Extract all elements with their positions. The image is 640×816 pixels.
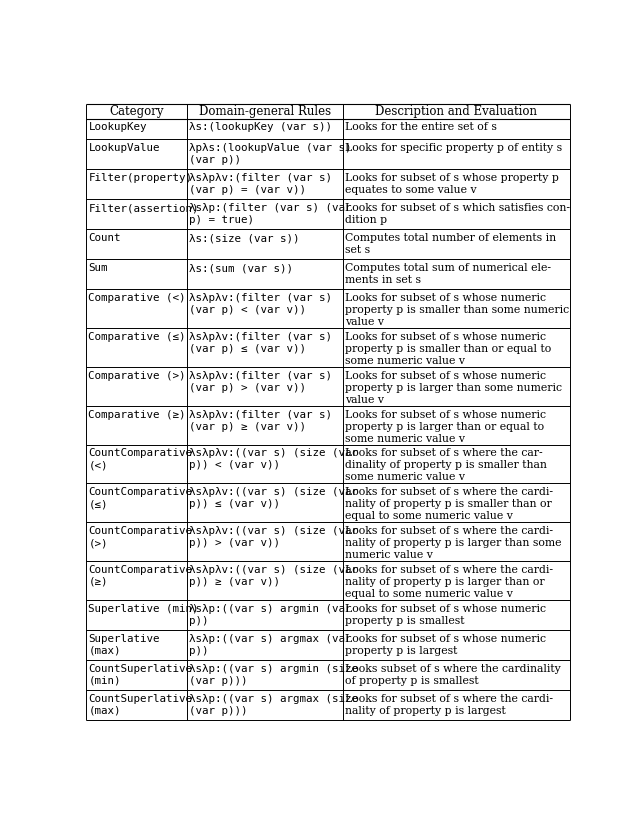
Text: Comparative (≥): Comparative (≥) — [88, 410, 186, 419]
Text: λpλs:(lookupValue (var s)
(var p)): λpλs:(lookupValue (var s) (var p)) — [189, 143, 351, 165]
Text: CountComparative
(>): CountComparative (>) — [88, 526, 193, 548]
Text: Description and Evaluation: Description and Evaluation — [376, 105, 538, 118]
Text: λsλp:((var s) argmax (var
p)): λsλp:((var s) argmax (var p)) — [189, 634, 351, 656]
Text: λsλpλv:(filter (var s)
(var p) ≥ (var v)): λsλpλv:(filter (var s) (var p) ≥ (var v)… — [189, 410, 332, 432]
Text: Looks for subset of s whose property p
equates to some value v: Looks for subset of s whose property p e… — [346, 173, 559, 195]
Text: Looks for subset of s where the cardi-
nality of property p is larger than or
eq: Looks for subset of s where the cardi- n… — [346, 565, 554, 599]
Text: Comparative (<): Comparative (<) — [88, 293, 186, 304]
Text: λsλp:((var s) argmax (size
(var p))): λsλp:((var s) argmax (size (var p))) — [189, 694, 358, 716]
Text: Superlative
(max): Superlative (max) — [88, 634, 160, 656]
Text: Looks for subset of s whose numeric
property p is smaller than some numeric
valu: Looks for subset of s whose numeric prop… — [346, 293, 570, 327]
Text: λsλp:(filter (var s) (var
p) = true): λsλp:(filter (var s) (var p) = true) — [189, 203, 351, 225]
Text: Looks for subset of s where the cardi-
nality of property p is smaller than or
e: Looks for subset of s where the cardi- n… — [346, 487, 554, 521]
Text: Looks subset of s where the cardinality
of property p is smallest: Looks subset of s where the cardinality … — [346, 663, 561, 685]
Text: Count: Count — [88, 233, 121, 243]
Text: Comparative (>): Comparative (>) — [88, 370, 186, 381]
Text: Looks for the entire set of s: Looks for the entire set of s — [346, 122, 497, 132]
Text: Category: Category — [109, 105, 164, 118]
Text: λsλpλv:(filter (var s)
(var p) < (var v)): λsλpλv:(filter (var s) (var p) < (var v)… — [189, 293, 332, 315]
Text: Sum: Sum — [88, 264, 108, 273]
Text: λsλpλv:((var s) (size (var
p)) > (var v)): λsλpλv:((var s) (size (var p)) > (var v)… — [189, 526, 358, 548]
Text: Looks for subset of s whose numeric
property p is smallest: Looks for subset of s whose numeric prop… — [346, 604, 547, 626]
Text: Computes total sum of numerical ele-
ments in set s: Computes total sum of numerical ele- men… — [346, 264, 552, 286]
Text: Superlative (min): Superlative (min) — [88, 604, 199, 614]
Text: CountComparative
(≥): CountComparative (≥) — [88, 565, 193, 587]
Text: λs:(sum (var s)): λs:(sum (var s)) — [189, 264, 293, 273]
Text: λsλpλv:(filter (var s)
(var p) ≤ (var v)): λsλpλv:(filter (var s) (var p) ≤ (var v)… — [189, 332, 332, 354]
Text: λs:(lookupKey (var s)): λs:(lookupKey (var s)) — [189, 122, 332, 132]
Text: λsλp:((var s) argmin (var
p)): λsλp:((var s) argmin (var p)) — [189, 604, 351, 626]
Text: Looks for subset of s where the cardi-
nality of property p is larger than some
: Looks for subset of s where the cardi- n… — [346, 526, 562, 560]
Text: Filter(assertion): Filter(assertion) — [88, 203, 199, 213]
Text: Looks for subset of s whose numeric
property p is smaller than or equal to
some : Looks for subset of s whose numeric prop… — [346, 332, 552, 366]
Text: λsλpλv:((var s) (size (var
p)) < (var v)): λsλpλv:((var s) (size (var p)) < (var v)… — [189, 449, 358, 471]
Text: Looks for subset of s whose numeric
property p is largest: Looks for subset of s whose numeric prop… — [346, 634, 547, 656]
Text: Comparative (≤): Comparative (≤) — [88, 332, 186, 342]
Text: Filter(property): Filter(property) — [88, 173, 193, 183]
Text: Looks for subset of s whose numeric
property p is larger than some numeric
value: Looks for subset of s whose numeric prop… — [346, 370, 563, 405]
Text: Looks for subset of s where the cardi-
nality of property p is largest: Looks for subset of s where the cardi- n… — [346, 694, 554, 716]
Text: λsλp:((var s) argmin (size
(var p))): λsλp:((var s) argmin (size (var p))) — [189, 663, 358, 685]
Text: CountComparative
(<): CountComparative (<) — [88, 449, 193, 471]
Text: λsλpλv:(filter (var s)
(var p) > (var v)): λsλpλv:(filter (var s) (var p) > (var v)… — [189, 370, 332, 392]
Text: Computes total number of elements in
set s: Computes total number of elements in set… — [346, 233, 557, 255]
Text: Looks for specific property p of entity s: Looks for specific property p of entity … — [346, 143, 563, 153]
Text: CountSuperlative
(max): CountSuperlative (max) — [88, 694, 193, 716]
Text: Domain-general Rules: Domain-general Rules — [198, 105, 331, 118]
Text: CountComparative
(≤): CountComparative (≤) — [88, 487, 193, 509]
Text: λs:(size (var s)): λs:(size (var s)) — [189, 233, 300, 243]
Text: CountSuperlative
(min): CountSuperlative (min) — [88, 663, 193, 685]
Text: Looks for subset of s where the car-
dinality of property p is smaller than
some: Looks for subset of s where the car- din… — [346, 449, 547, 482]
Text: λsλpλv:((var s) (size (var
p)) ≤ (var v)): λsλpλv:((var s) (size (var p)) ≤ (var v)… — [189, 487, 358, 509]
Text: λsλpλv:(filter (var s)
(var p) = (var v)): λsλpλv:(filter (var s) (var p) = (var v)… — [189, 173, 332, 195]
Text: LookupKey: LookupKey — [88, 122, 147, 132]
Text: Looks for subset of s which satisfies con-
dition p: Looks for subset of s which satisfies co… — [346, 203, 570, 225]
Text: Looks for subset of s whose numeric
property p is larger than or equal to
some n: Looks for subset of s whose numeric prop… — [346, 410, 547, 444]
Text: LookupValue: LookupValue — [88, 143, 160, 153]
Text: λsλpλv:((var s) (size (var
p)) ≥ (var v)): λsλpλv:((var s) (size (var p)) ≥ (var v)… — [189, 565, 358, 587]
